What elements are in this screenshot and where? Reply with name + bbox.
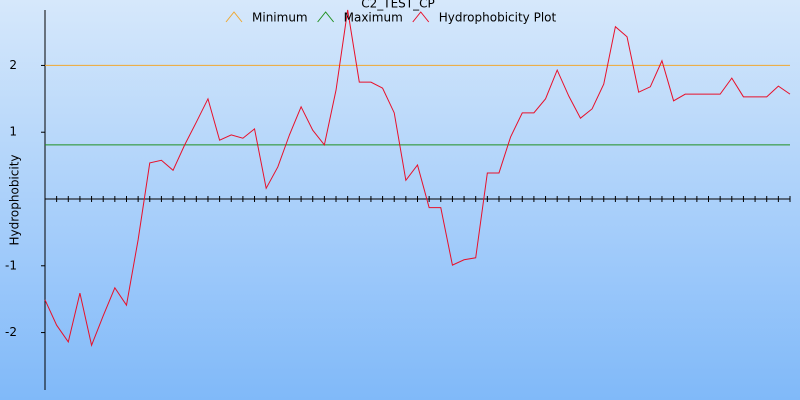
y-tick-label: -1: [5, 258, 17, 272]
legend-label: Hydrophobicity Plot: [439, 11, 557, 25]
chart-title: C2_TEST_CP: [361, 0, 435, 11]
data-line: [44, 9, 791, 347]
y-tick-label: 1: [9, 125, 17, 139]
legend-icon: [317, 11, 335, 23]
legend-label: Maximum: [344, 11, 403, 25]
y-tick-label: -2: [5, 325, 17, 339]
y-axis-label: Hydrophobicity: [8, 154, 22, 245]
legend-label: Minimum: [252, 11, 308, 25]
legend-icon: [412, 11, 430, 23]
legend-icon: [225, 11, 243, 23]
y-tick-label: 2: [9, 58, 17, 72]
